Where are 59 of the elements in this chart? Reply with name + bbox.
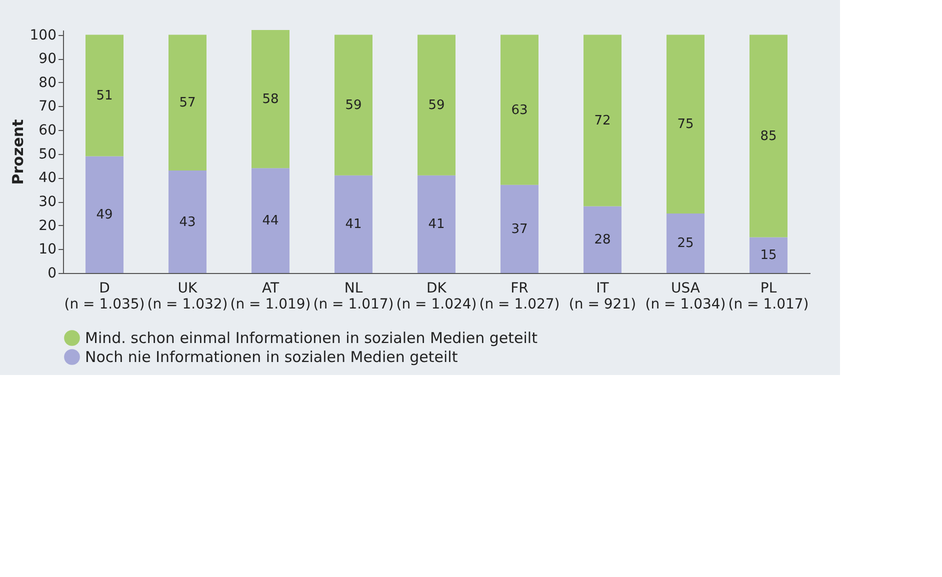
- bar: [418, 34, 456, 176]
- data-label: 41: [345, 217, 362, 232]
- bar: [750, 237, 788, 273]
- legend-label: Mind. schon einmal Informationen in sozialen Medien geteilt: [85, 329, 538, 347]
- y-tick-label: 30: [38, 194, 56, 210]
- bar: [168, 170, 206, 273]
- data-label: 44: [262, 214, 279, 229]
- x-tick-label: IT (n = 921): [568, 280, 636, 312]
- bar: [334, 34, 372, 176]
- y-tick-label: 40: [38, 170, 56, 186]
- y-tick-label: 0: [48, 266, 56, 282]
- data-label: 57: [179, 96, 196, 111]
- y-tick-label: 90: [38, 51, 56, 68]
- bar: [334, 175, 372, 273]
- bar: [666, 213, 704, 273]
- data-label: 72: [594, 114, 611, 129]
- x-tick-label: AT (n = 1.019): [230, 280, 311, 312]
- y-tick-label: 50: [38, 146, 56, 162]
- x-tick-label: FR (n = 1.027): [479, 280, 560, 312]
- x-tick-label: NL (n = 1.017): [313, 280, 394, 312]
- bar: [666, 34, 704, 214]
- y-tick-label: 20: [38, 218, 56, 234]
- data-label: 49: [96, 208, 113, 223]
- data-label: 59: [428, 98, 445, 114]
- data-label: 37: [511, 222, 528, 237]
- bar: [86, 34, 124, 156]
- legend-label: Noch nie Informationen in sozialen Medien geteilt: [85, 348, 458, 366]
- data-label: 63: [511, 102, 528, 118]
- data-label: 15: [760, 248, 777, 264]
- data-label: 51: [96, 88, 113, 104]
- x-tick-label: D (n = 1.035): [64, 280, 145, 312]
- bar: [168, 34, 206, 171]
- x-tick-label: USA (n = 1.034): [645, 280, 726, 312]
- bar: [584, 34, 622, 206]
- data-label: 41: [428, 217, 445, 232]
- data-label: 28: [594, 232, 611, 248]
- x-tick-label: UK (n = 1.032): [147, 280, 228, 312]
- data-label: 85: [760, 129, 777, 144]
- bar: [750, 34, 788, 238]
- data-label: 25: [677, 236, 694, 252]
- y-tick-label: 70: [38, 98, 56, 115]
- y-tick-label: 100: [30, 27, 56, 44]
- bar: [418, 175, 456, 273]
- data-label: 59: [345, 98, 362, 114]
- data-label: 75: [677, 117, 694, 132]
- bar: [252, 30, 290, 168]
- bar: [500, 34, 538, 185]
- y-tick-label: 10: [38, 242, 56, 258]
- y-axis-title: Prozent: [8, 119, 27, 185]
- bar: [86, 156, 124, 273]
- y-tick-label: 80: [38, 74, 56, 91]
- x-tick-label: PL (n = 1.017): [728, 280, 809, 312]
- bar: [252, 168, 290, 273]
- bar: [584, 206, 622, 273]
- x-tick-label: DK (n = 1.024): [396, 280, 477, 312]
- data-label: 43: [179, 214, 196, 230]
- bar: [500, 184, 538, 273]
- y-tick-label: 60: [38, 122, 56, 139]
- data-label: 58: [262, 92, 279, 108]
